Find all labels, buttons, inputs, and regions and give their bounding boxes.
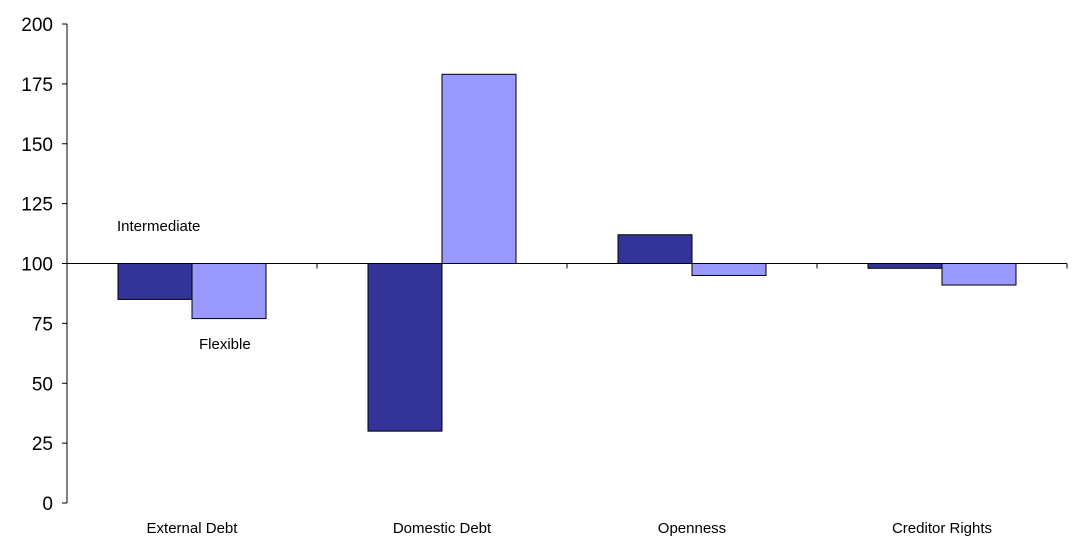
y-tick-label: 200 [21, 15, 53, 36]
y-tick-label: 175 [21, 75, 53, 96]
category-label: Openness [658, 520, 726, 537]
bar-intermediate-external-debt [117, 263, 193, 300]
y-tick-label: 125 [21, 195, 53, 216]
y-tick-label: 50 [32, 374, 53, 395]
y-tick-label: 75 [32, 314, 53, 335]
category-label: Creditor Rights [892, 520, 992, 537]
bar-intermediate-openness [617, 234, 693, 264]
y-axis: 0 25 50 75 100 125 150 175 200 [21, 15, 68, 515]
y-tick-label: 100 [21, 255, 53, 276]
y-tick-label: 0 [42, 494, 53, 515]
bar-flexible-external-debt [191, 263, 267, 320]
bar-intermediate-domestic-debt [367, 263, 443, 432]
bars [117, 73, 1017, 432]
y-tick-label: 25 [32, 434, 53, 455]
bar-flexible-creditor-rights [941, 263, 1017, 286]
bar-flexible-openness [691, 263, 767, 276]
category-labels: External Debt Domestic Debt Openness Credit… [147, 520, 992, 537]
category-label: Domestic Debt [393, 520, 492, 537]
series-label-intermediate: Intermediate [117, 218, 200, 235]
series-label-flexible: Flexible [199, 336, 251, 353]
bar-intermediate-creditor-rights [867, 263, 943, 269]
category-label: External Debt [147, 520, 239, 537]
y-tick-label: 150 [21, 135, 53, 156]
bar-flexible-domestic-debt [441, 73, 517, 264]
